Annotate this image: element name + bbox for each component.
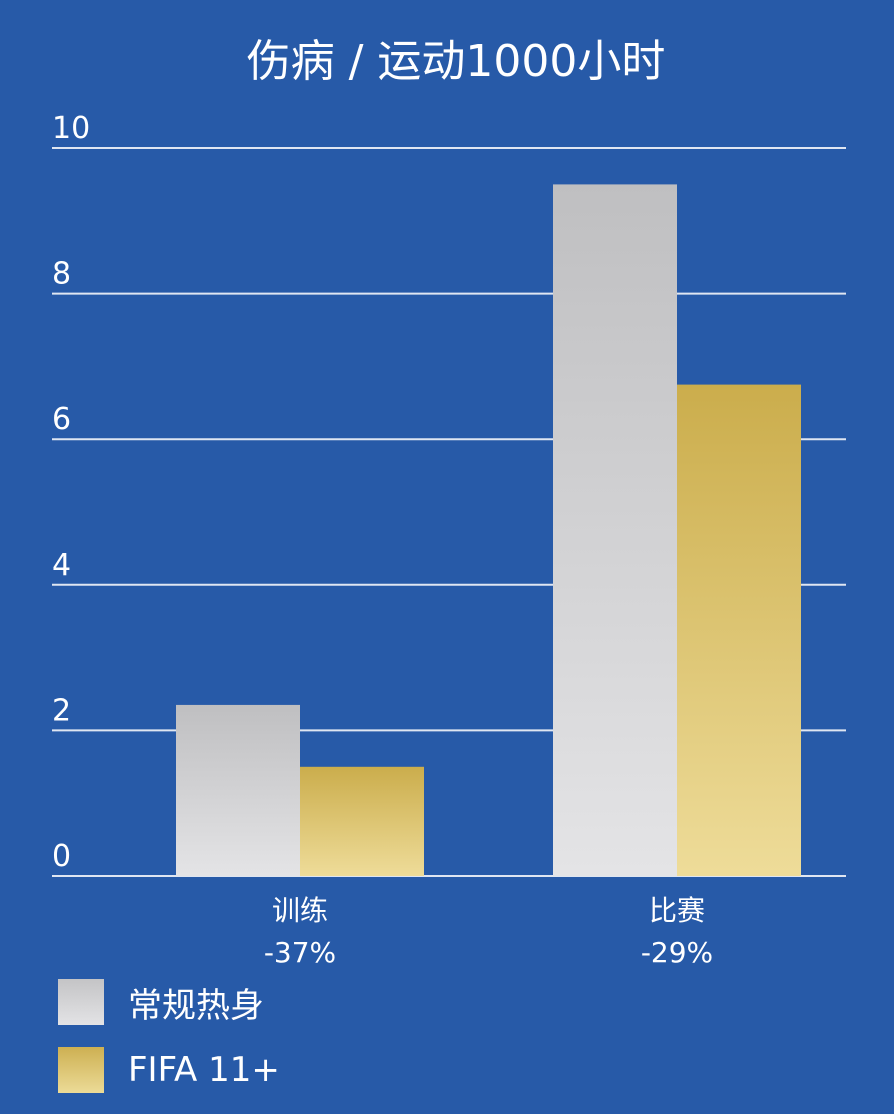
- y-tick-label: 0: [52, 839, 71, 874]
- legend-swatch-fifa: [58, 1047, 104, 1093]
- category-label: 比赛: [649, 894, 705, 927]
- x-axis-categories: 训练 -37% 比赛 -29%: [264, 894, 713, 969]
- bar-fifa-0: [300, 766, 424, 876]
- bar-fifa-1: [677, 384, 801, 876]
- legend-label-fifa: FIFA 11+: [128, 1050, 280, 1090]
- category-change-label: -37%: [264, 936, 336, 969]
- legend-swatch-regular: [58, 979, 104, 1025]
- y-tick-label: 2: [52, 693, 71, 728]
- legend-item-fifa: FIFA 11+: [58, 1046, 280, 1094]
- bar-regular-0: [176, 704, 300, 876]
- category-change-label: -29%: [641, 936, 713, 969]
- y-tick-label: 4: [52, 548, 71, 583]
- y-tick-label: 10: [52, 111, 90, 146]
- y-axis-ticks: 0 2 4 6 8 10: [52, 111, 90, 874]
- chart-title: 伤病 / 运动1000小时: [247, 36, 666, 87]
- category-label: 训练: [272, 894, 328, 927]
- y-tick-label: 8: [52, 257, 71, 292]
- legend-item-regular: 常规热身: [58, 978, 280, 1026]
- y-tick-label: 6: [52, 402, 71, 437]
- legend: 常规热身 FIFA 11+: [58, 978, 280, 1114]
- legend-label-regular: 常规热身: [128, 985, 264, 1026]
- bar-regular-1: [553, 184, 677, 876]
- bars: [176, 184, 801, 876]
